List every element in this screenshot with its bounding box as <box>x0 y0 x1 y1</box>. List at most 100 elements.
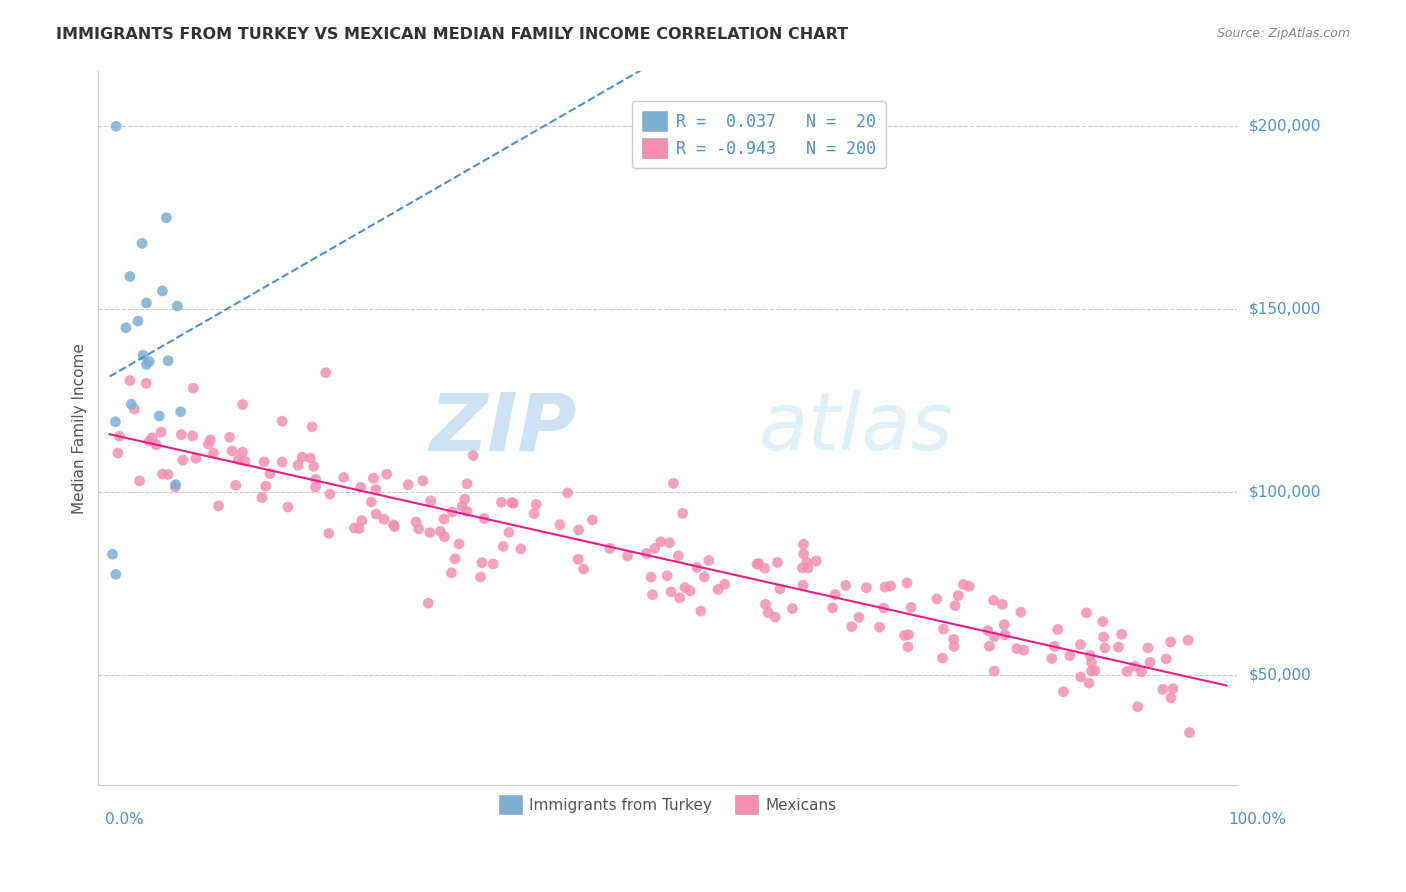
Point <box>501 496 523 510</box>
Point <box>120 397 142 411</box>
Point <box>101 547 124 561</box>
Point <box>1084 664 1107 678</box>
Point <box>993 617 1015 632</box>
Point <box>869 620 891 634</box>
Point <box>166 299 188 313</box>
Point <box>1040 651 1063 665</box>
Point <box>165 480 187 494</box>
Point <box>879 579 901 593</box>
Point <box>135 296 157 310</box>
Point <box>896 575 918 590</box>
Point <box>673 581 696 595</box>
Point <box>581 513 603 527</box>
Point <box>221 444 243 458</box>
Point <box>225 478 247 492</box>
Point <box>821 600 844 615</box>
Point <box>373 512 395 526</box>
Point <box>952 577 974 591</box>
Point <box>1010 605 1032 619</box>
Point <box>657 568 679 582</box>
Point <box>172 453 194 467</box>
Point <box>419 493 441 508</box>
Point <box>131 236 153 251</box>
Point <box>1077 676 1099 690</box>
Text: $200,000: $200,000 <box>1249 119 1320 134</box>
Point <box>1078 648 1101 663</box>
Point <box>636 547 658 561</box>
Point <box>150 425 173 439</box>
Point <box>319 487 342 501</box>
Point <box>644 541 666 556</box>
Point <box>360 495 382 509</box>
Point <box>796 556 818 570</box>
Point <box>1070 670 1092 684</box>
Point <box>470 570 492 584</box>
Point <box>897 628 920 642</box>
Point <box>138 354 160 368</box>
Point <box>697 553 720 567</box>
Point <box>157 353 180 368</box>
Point <box>756 606 779 620</box>
Point <box>977 624 1000 638</box>
Point <box>523 507 546 521</box>
Point <box>806 554 828 568</box>
Point <box>932 622 955 636</box>
Point <box>1080 664 1102 678</box>
Point <box>128 474 150 488</box>
Point <box>983 664 1005 678</box>
Point <box>979 640 1001 654</box>
Point <box>991 598 1014 612</box>
Point <box>124 401 146 416</box>
Point <box>218 430 240 444</box>
Point <box>1123 659 1146 673</box>
Point <box>1043 640 1066 654</box>
Point <box>1012 643 1035 657</box>
Point <box>1161 681 1184 696</box>
Point <box>1059 648 1081 663</box>
Point <box>893 628 915 642</box>
Point <box>152 467 174 482</box>
Point <box>713 577 735 591</box>
Point <box>782 601 804 615</box>
Point <box>1130 665 1153 679</box>
Point <box>666 549 689 563</box>
Point <box>943 599 966 613</box>
Point <box>408 522 430 536</box>
Point <box>707 582 730 597</box>
Point <box>396 477 419 491</box>
Point <box>165 477 187 491</box>
Point <box>572 562 595 576</box>
Point <box>745 557 768 571</box>
Point <box>135 358 157 372</box>
Text: 100.0%: 100.0% <box>1229 812 1286 827</box>
Point <box>108 429 131 443</box>
Point <box>568 523 591 537</box>
Point <box>1108 640 1130 654</box>
Point <box>754 561 776 575</box>
Point <box>769 582 792 596</box>
Point <box>1080 656 1102 670</box>
Point <box>792 578 814 592</box>
Point <box>792 537 814 551</box>
Point <box>449 537 471 551</box>
Point <box>835 578 858 592</box>
Point <box>105 120 128 134</box>
Point <box>207 499 229 513</box>
Point <box>1139 656 1161 670</box>
Point <box>1152 682 1174 697</box>
Point <box>315 366 337 380</box>
Point <box>138 434 160 449</box>
Point <box>1126 699 1149 714</box>
Point <box>492 540 515 554</box>
Point <box>658 535 681 549</box>
Point <box>433 512 456 526</box>
Point <box>662 476 685 491</box>
Point <box>792 561 814 575</box>
Point <box>482 557 505 571</box>
Point <box>1005 641 1028 656</box>
Point <box>440 566 463 580</box>
Point <box>557 486 579 500</box>
Point <box>135 376 157 391</box>
Point <box>277 500 299 514</box>
Point <box>491 495 513 509</box>
